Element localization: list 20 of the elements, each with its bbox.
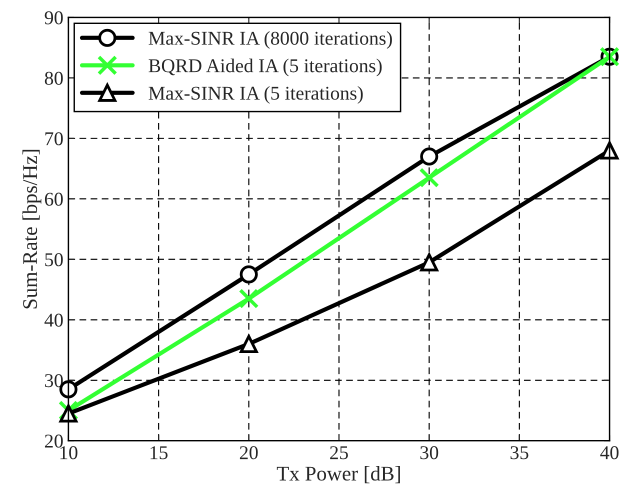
legend-label: BQRD Aided IA (5 iterations) [148,58,382,76]
x-axis-title: Tx Power [dB] [276,466,400,484]
x-tick-label: 25 [330,446,348,460]
y-axis-title: Sum-Rate [bps/Hz] [22,150,42,308]
y-tick-label: 50 [45,253,63,266]
legend-label: Max-SINR IA (8000 iterations) [148,31,392,49]
y-tick-label: 80 [44,72,63,85]
x-tick-label: 40 [600,446,619,460]
x-tick-label: 10 [60,446,78,460]
y-tick-label: 40 [44,314,63,327]
y-tick-label: 90 [44,11,63,24]
y-tick-label: 20 [44,434,63,448]
y-tick-label: 70 [45,132,63,146]
y-tick-label: 60 [44,192,63,206]
legend-label: Max-SINR IA (5 iterations) [148,86,363,104]
x-tick-label: 35 [510,446,528,460]
x-tick-label: 20 [240,446,258,460]
x-tick-label: 15 [150,446,168,460]
x-tick-label: 30 [420,446,438,460]
y-tick-label: 30 [45,374,63,388]
